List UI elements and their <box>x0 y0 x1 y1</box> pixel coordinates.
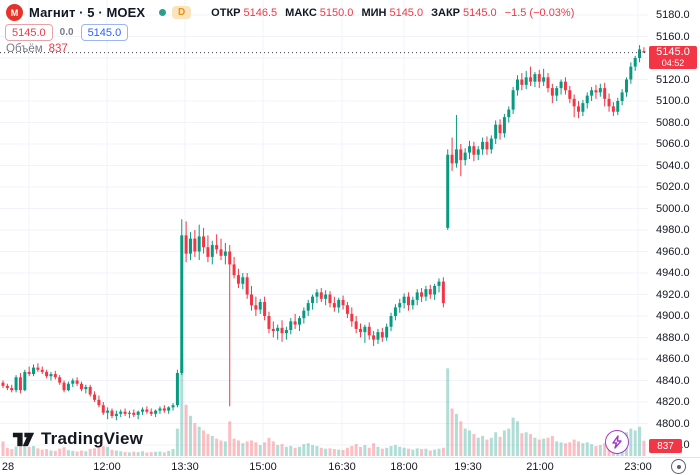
low-label: МИН <box>361 6 387 19</box>
ohlc-legend: ОТКР 5146.5 МАКС 5150.0 МИН 5145.0 ЗАКР … <box>211 7 574 19</box>
symbol-logo-letter: М <box>10 7 19 18</box>
price-tick-label: 5120.0 <box>656 73 690 86</box>
price-tick-label: 4960.0 <box>656 245 690 258</box>
low-value: 5145.0 <box>389 6 424 19</box>
price-tick-label: 4800.0 <box>656 417 690 430</box>
ask-button[interactable]: 5145.0 <box>80 24 129 41</box>
price-tick-label: 5160.0 <box>656 30 690 43</box>
market-status-dot-icon <box>159 9 167 16</box>
tradingview-logo[interactable]: TradingView <box>12 428 143 450</box>
close-value: 5145.0 <box>463 6 497 19</box>
time-tick-label: 21:00 <box>526 461 554 473</box>
close-label: ЗАКР <box>431 6 460 19</box>
time-tick-label: 28 <box>1 461 15 473</box>
bid-button[interactable]: 5145.0 <box>5 24 53 41</box>
last-price-value: 5145.0 <box>656 45 690 58</box>
last-price-badge[interactable]: 5145.0 04:52 <box>649 45 697 69</box>
high-value: 5150.0 <box>319 6 354 19</box>
price-tick-label: 5100.0 <box>656 95 690 107</box>
time-tick-label: 18:00 <box>390 461 418 473</box>
price-tick-label: 4880.0 <box>656 331 690 344</box>
price-tick-label: 4820.0 <box>656 396 690 408</box>
time-tick-label: 23:00 <box>624 461 652 473</box>
symbol-logo: М <box>6 4 23 21</box>
tradingview-logo-text: TradingView <box>41 429 144 448</box>
timezone-dot-icon <box>676 464 681 469</box>
price-tick-label: 5060.0 <box>656 138 690 150</box>
lightning-icon <box>612 435 622 449</box>
volume-label: Объём <box>6 43 43 55</box>
symbol-title[interactable]: Магнит · 5 · MOEX <box>29 5 146 20</box>
price-tick-label: 4940.0 <box>656 267 690 279</box>
price-tick-label: 4900.0 <box>656 310 690 322</box>
price-tick-label: 4860.0 <box>656 353 690 365</box>
change-value: −1.5 (−0.03%) <box>504 6 575 19</box>
time-tick-label: 13:30 <box>171 461 199 473</box>
time-tick-label: 16:30 <box>328 461 356 473</box>
tradingview-logo-icon <box>12 432 35 447</box>
price-tick-label: 5180.0 <box>656 9 690 21</box>
price-axis[interactable]: 5180.05160.05140.05120.05100.05080.05060… <box>649 0 700 457</box>
volume-value: 837 <box>48 43 68 55</box>
spread-value: 0.0 <box>59 27 74 38</box>
high-label: МАКС <box>285 6 317 19</box>
bid-ask-row: 5145.0 0.0 5145.0 <box>5 24 129 41</box>
price-tick-label: 4840.0 <box>656 374 690 387</box>
time-tick-label: 12:00 <box>93 461 121 473</box>
time-axis[interactable]: 28 12:00 13:30 15:00 16:30 18:00 19:30 21:00 23:… <box>0 457 700 475</box>
price-tick-label: 5080.0 <box>656 116 690 129</box>
data-mode-badge[interactable]: D <box>172 6 192 19</box>
price-tick-label: 5040.0 <box>656 159 690 172</box>
price-tick-label: 4920.0 <box>656 288 690 301</box>
bar-countdown: 04:52 <box>661 57 685 68</box>
price-tick-label: 5020.0 <box>656 181 690 193</box>
symbol-header: М Магнит · 5 · MOEX D ОТКР 5146.5 МАКС 5… <box>6 4 574 21</box>
price-tick-label: 5000.0 <box>656 202 690 215</box>
time-tick-label: 15:00 <box>249 461 277 473</box>
open-value: 5146.5 <box>243 6 278 19</box>
flash-button[interactable] <box>605 430 629 454</box>
open-label: ОТКР <box>211 6 241 19</box>
price-tick-label: 4980.0 <box>656 224 690 236</box>
timezone-settings-button[interactable] <box>671 459 686 474</box>
time-tick-label: 19:30 <box>454 461 482 473</box>
volume-axis-badge: 837 <box>649 439 682 453</box>
volume-legend: Объём 837 <box>6 43 68 55</box>
